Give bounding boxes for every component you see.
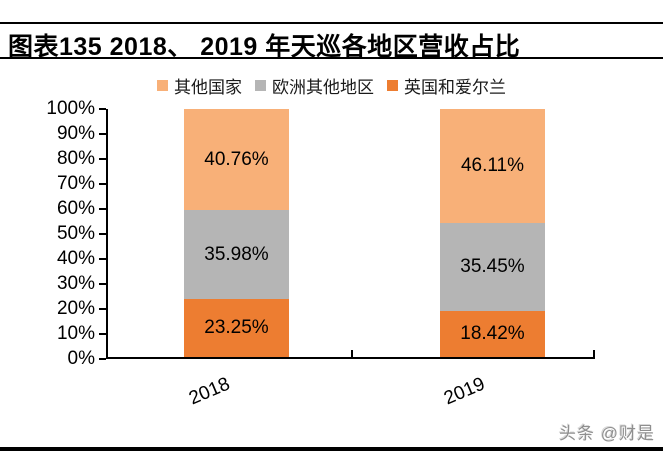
segment-uk-ireland-2018: 23.25% — [184, 299, 289, 357]
y-tick-label: 0% — [67, 348, 95, 369]
y-tick-label: 30% — [56, 273, 95, 294]
legend-swatch-rest-of-europe — [255, 80, 266, 91]
segment-other-countries-2018: 40.76% — [184, 109, 289, 211]
legend-item-rest-of-europe: 欧洲其他地区 — [255, 73, 374, 98]
segment-uk-ireland-2019: 18.42% — [440, 311, 545, 357]
legend-item-other-countries: 其他国家 — [157, 73, 242, 98]
title-underline — [0, 57, 663, 59]
stacked-bar-2018: 23.25% 35.98% 40.76% — [184, 109, 289, 357]
x-axis-tick-right — [593, 350, 595, 357]
bottom-divider — [0, 447, 663, 451]
y-tick-label: 60% — [56, 198, 95, 219]
y-tick-label: 70% — [56, 173, 95, 194]
toutiao-watermark: 头条 @财是 — [559, 424, 655, 443]
chart-legend: 其他国家 欧洲其他地区 英国和爱尔兰 — [0, 73, 663, 98]
y-axis-ticks — [99, 108, 106, 360]
legend-item-uk-ireland: 英国和爱尔兰 — [387, 73, 506, 98]
chart-title: 图表135 2018、 2019 年天巡各地区营收占比 — [8, 33, 521, 61]
segment-rest-of-europe-2018: 35.98% — [184, 210, 289, 300]
y-tick-label: 10% — [56, 323, 95, 344]
plot-area: 23.25% 35.98% 40.76% 18.42% 35.45% 46.11… — [99, 108, 595, 360]
segment-rest-of-europe-2019: 35.45% — [440, 223, 545, 312]
legend-label: 英国和爱尔兰 — [404, 78, 506, 97]
y-tick-label: 40% — [56, 248, 95, 269]
y-tick-label: 50% — [56, 223, 95, 244]
legend-label: 其他国家 — [174, 78, 242, 97]
legend-label: 欧洲其他地区 — [272, 78, 374, 97]
y-tick-label: 80% — [56, 148, 95, 169]
stacked-bar-2019: 18.42% 35.45% 46.11% — [440, 109, 545, 357]
y-tick-label: 20% — [56, 298, 95, 319]
segment-other-countries-2019: 46.11% — [440, 109, 545, 224]
top-divider — [0, 22, 663, 24]
x-category-label-2019: 2019 — [441, 373, 489, 410]
y-tick-label: 100% — [46, 98, 95, 119]
y-tick-label: 90% — [56, 123, 95, 144]
x-axis-tick-mid — [351, 350, 353, 357]
x-category-label-2018: 2018 — [186, 373, 234, 410]
legend-swatch-other-countries — [157, 80, 168, 91]
legend-swatch-uk-ireland — [387, 80, 398, 91]
